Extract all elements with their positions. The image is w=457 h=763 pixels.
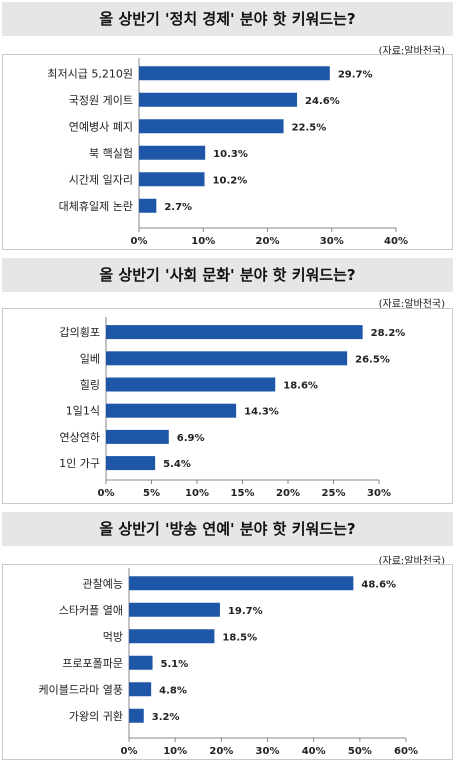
x-tick-label: 50% (348, 746, 372, 757)
x-tick-label: 25% (322, 488, 346, 499)
x-tick-label: 40% (384, 236, 408, 247)
value-label: 4.8% (159, 685, 187, 696)
chart-panel-politics-economy: 올 상반기 '정치 경제' 분야 핫 키워드는? (자료:알바천국) 최저시급 … (2, 2, 453, 250)
chart-panel-society-culture: 올 상반기 '사회 문화' 분야 핫 키워드는? (자료:알바천국) 갑의횡포 2… (2, 258, 453, 504)
category-label: 연상연하 (60, 430, 100, 444)
value-label: 29.7% (338, 69, 373, 80)
x-tick-label: 15% (231, 488, 255, 499)
category-label: 갑의횡포 (60, 326, 100, 339)
bar (106, 325, 363, 340)
value-label: 5.4% (163, 459, 191, 470)
value-label: 2.7% (164, 202, 192, 213)
bar (139, 145, 206, 160)
bar-chart-politics-economy: 최저시급 5,210원 29.7% 국정원 게이트 24.6% 연예병사 폐지 22.5%… (47, 58, 408, 247)
x-tick-label: 10% (191, 236, 215, 247)
value-label: 18.5% (222, 632, 257, 643)
category-label: 최저시급 5,210원 (47, 67, 133, 80)
value-label: 3.2% (152, 712, 180, 723)
bar (139, 119, 284, 134)
value-label: 22.5% (292, 122, 327, 133)
x-tick-label: 20% (276, 488, 300, 499)
category-label: 힐링 (80, 379, 100, 392)
bar (106, 377, 276, 392)
value-label: 26.5% (355, 354, 390, 365)
chart-source: (자료:알바천국) (378, 556, 445, 567)
x-tick-label: 20% (209, 746, 233, 757)
x-tick-label: 5% (143, 488, 160, 499)
category-label: 1인 가구 (59, 457, 100, 470)
x-tick-label: 30% (256, 746, 280, 757)
chart-source: (자료:알바천국) (378, 299, 445, 310)
value-label: 10.3% (213, 149, 248, 160)
bar (106, 351, 348, 366)
x-tick-label: 30% (320, 236, 344, 247)
value-label: 19.7% (228, 606, 263, 617)
plot-frame (2, 308, 453, 504)
x-tick-label: 0% (121, 746, 138, 757)
category-label: 프로포폴파문 (62, 657, 123, 670)
category-label: 일베 (80, 351, 100, 365)
x-tick-label: 10% (163, 746, 187, 757)
value-label: 28.2% (371, 328, 406, 339)
category-label: 대체휴일제 논란 (59, 199, 133, 213)
category-label: 가왕의 귀환 (69, 710, 123, 723)
bar (129, 655, 153, 670)
value-label: 6.9% (177, 433, 205, 444)
chart-title: 올 상반기 '사회 문화' 분야 핫 키워드는? (2, 258, 453, 292)
x-tick-label: 0% (131, 236, 148, 247)
value-label: 48.6% (361, 579, 396, 590)
value-label: 24.6% (305, 96, 340, 107)
bar (139, 198, 157, 213)
chart-title: 올 상반기 '정치 경제' 분야 핫 키워드는? (2, 2, 453, 36)
category-label: 1일1식 (66, 404, 100, 418)
category-label: 시간제 일자리 (69, 172, 133, 186)
bar (129, 682, 152, 697)
bar (129, 708, 144, 723)
plot-frame (2, 54, 453, 250)
plot-frame (2, 564, 453, 760)
bar (129, 576, 354, 591)
category-label: 먹방 (103, 630, 123, 643)
value-label: 5.1% (161, 659, 189, 670)
bar (129, 602, 220, 617)
chart-source: (자료:알바천국) (378, 46, 445, 57)
category-label: 케이블드라마 열풍 (39, 683, 123, 696)
x-tick-label: 40% (302, 746, 326, 757)
category-label: 연예병사 폐지 (69, 120, 133, 133)
x-tick-label: 30% (367, 488, 391, 499)
bar (106, 456, 156, 471)
bar-chart-broadcasting-entertainment: 관찰예능 48.6% 스타커플 열애 19.7% 먹방 18.5% 프로포폴파문 5.1% 케이… (39, 568, 418, 757)
x-tick-label: 60% (394, 746, 418, 757)
category-label: 관찰예능 (83, 577, 123, 590)
category-label: 스타커플 열애 (59, 604, 123, 617)
bar-chart-society-culture: 갑의횡포 28.2% 일베 26.5% 힐링 18.6% 1일1식 14.3% 연상연하 6.9%… (59, 317, 406, 499)
value-label: 10.2% (213, 175, 248, 186)
x-tick-label: 10% (185, 488, 209, 499)
bar (139, 92, 298, 107)
value-label: 18.6% (283, 381, 318, 392)
x-tick-label: 0% (98, 488, 115, 499)
bar (106, 429, 169, 444)
value-label: 14.3% (244, 407, 279, 418)
bar (139, 172, 205, 187)
chart-title: 올 상반기 '방송 연예' 분야 핫 키워드는? (2, 512, 453, 546)
bar (106, 403, 237, 418)
category-label: 북 핵실험 (89, 147, 133, 160)
bar (129, 629, 215, 644)
bar (139, 66, 330, 81)
chart-panel-broadcasting-entertainment: 올 상반기 '방송 연예' 분야 핫 키워드는? (자료:알바천국) 관찰예능 4… (2, 512, 453, 760)
category-label: 국정원 게이트 (69, 94, 133, 107)
x-tick-label: 20% (256, 236, 280, 247)
